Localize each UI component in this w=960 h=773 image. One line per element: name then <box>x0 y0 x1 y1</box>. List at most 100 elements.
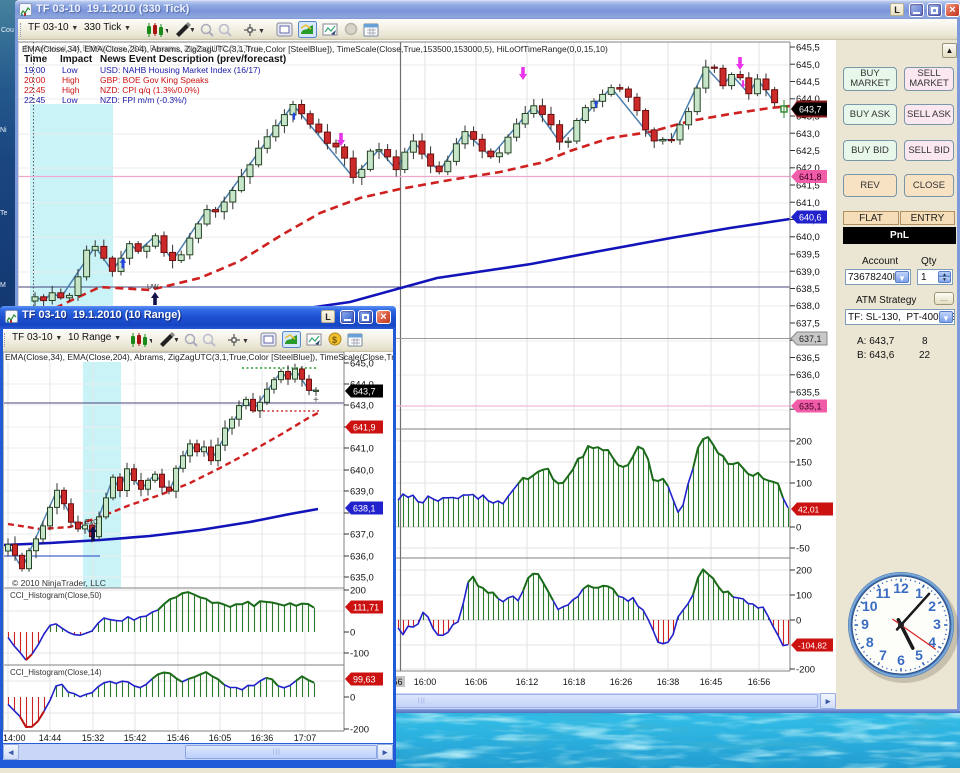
svg-text:635,1: 635,1 <box>799 402 822 412</box>
svg-text:22:45: 22:45 <box>24 95 46 105</box>
svg-text:9: 9 <box>861 616 869 632</box>
svg-text:Low: Low <box>62 65 78 75</box>
svg-text:▼: ▼ <box>258 28 265 35</box>
svg-text:17:07: 17:07 <box>294 733 317 743</box>
svg-text:▼: ▼ <box>173 337 178 344</box>
svg-text:16:45: 16:45 <box>700 677 723 687</box>
svg-text:16:38: 16:38 <box>657 677 680 687</box>
svg-text:5: 5 <box>915 647 923 663</box>
svg-text:641,0: 641,0 <box>350 444 374 455</box>
svg-text:16:36: 16:36 <box>251 733 274 743</box>
svg-text:▼: ▼ <box>164 28 168 35</box>
svg-text:$: $ <box>332 335 337 345</box>
svg-text:637,5: 637,5 <box>796 319 820 330</box>
svg-text:20:00: 20:00 <box>24 75 46 85</box>
svg-text:High: High <box>62 75 80 85</box>
svg-text:639,0: 639,0 <box>350 487 374 498</box>
svg-text:ExC: ExC <box>85 519 98 526</box>
svg-text:Time: Time <box>24 54 48 65</box>
svg-text:2: 2 <box>928 598 936 614</box>
svg-text:640,0: 640,0 <box>350 466 374 477</box>
svg-text:640,0: 640,0 <box>796 232 820 243</box>
svg-text:643,7: 643,7 <box>353 387 376 397</box>
svg-text:12: 12 <box>893 580 909 596</box>
svg-text:8: 8 <box>866 634 874 650</box>
svg-text:-200: -200 <box>796 665 815 676</box>
svg-text:16:56: 16:56 <box>748 677 771 687</box>
svg-text:200: 200 <box>796 437 812 448</box>
svg-text:200: 200 <box>350 586 366 597</box>
svg-text:0: 0 <box>796 523 801 534</box>
svg-text:-200: -200 <box>350 725 369 736</box>
svg-text:14:44: 14:44 <box>39 733 62 743</box>
svg-text:15:32: 15:32 <box>82 733 105 743</box>
svg-text:▼: ▼ <box>189 27 194 34</box>
svg-text:NZD: CPI q/q (1.3%/0.0%): NZD: CPI q/q (1.3%/0.0%) <box>100 85 200 95</box>
svg-text:643,0: 643,0 <box>350 401 374 412</box>
svg-text:0: 0 <box>796 616 801 627</box>
svg-text:▼: ▼ <box>148 338 152 345</box>
svg-text:BarsPeriod, 34 EMA(Close,254): BarsPeriod, 34 EMA(Close,254), Params, 2… <box>24 43 261 53</box>
svg-text:644,5: 644,5 <box>796 77 820 88</box>
svg-text:99,63: 99,63 <box>353 675 376 685</box>
svg-text:16:00: 16:00 <box>414 677 437 687</box>
svg-text:GBP: BOE Gov King Speaks: GBP: BOE Gov King Speaks <box>100 75 209 85</box>
svg-text:635,5: 635,5 <box>796 388 820 399</box>
svg-text:635,0: 635,0 <box>350 573 374 584</box>
svg-text:EMA(Close,34), EMA(Close,204),: EMA(Close,34), EMA(Close,204), Abrams, Z… <box>5 352 393 362</box>
svg-text:16:26: 16:26 <box>610 677 633 687</box>
svg-text:100: 100 <box>796 591 812 602</box>
svg-text:USD: NAHB Housing Market Index: USD: NAHB Housing Market Index (16/17) <box>100 65 261 75</box>
svg-text:638,0: 638,0 <box>796 301 820 312</box>
svg-text:0: 0 <box>350 693 355 704</box>
svg-text:19:00: 19:00 <box>24 65 46 75</box>
svg-text:638,1: 638,1 <box>353 504 376 514</box>
svg-text:150: 150 <box>796 458 812 469</box>
svg-text:636,5: 636,5 <box>796 353 820 364</box>
svg-text:News Event Description (prev/f: News Event Description (prev/forecast) <box>100 54 286 65</box>
svg-text:16:18: 16:18 <box>563 677 586 687</box>
svg-text:1: 1 <box>915 585 923 601</box>
svg-text:16:12: 16:12 <box>516 677 539 687</box>
svg-text:Impact: Impact <box>60 54 93 65</box>
svg-text:640,6: 640,6 <box>799 213 822 223</box>
svg-text:CCI_Histogram(Close,14): CCI_Histogram(Close,14) <box>10 668 102 677</box>
svg-text:© 2010 NinjaTrader, LLC: © 2010 NinjaTrader, LLC <box>12 578 106 588</box>
svg-text:16:05: 16:05 <box>209 733 232 743</box>
svg-text:636,0: 636,0 <box>350 552 374 563</box>
svg-text:High: High <box>62 85 80 95</box>
svg-text:7: 7 <box>879 647 887 663</box>
svg-text:NZD: FPI m/m (-0.3%/): NZD: FPI m/m (-0.3%/) <box>100 95 187 105</box>
svg-text:642,5: 642,5 <box>796 146 820 157</box>
svg-text:15:46: 15:46 <box>167 733 190 743</box>
svg-text:▼: ▼ <box>242 338 249 345</box>
svg-text:643,0: 643,0 <box>796 129 820 140</box>
svg-text:638,5: 638,5 <box>796 284 820 295</box>
svg-text:CCI_Histogram(Close,50): CCI_Histogram(Close,50) <box>10 591 102 600</box>
svg-text:643,7: 643,7 <box>799 105 822 115</box>
svg-text:-104,82: -104,82 <box>798 641 827 651</box>
svg-text:6: 6 <box>897 652 905 668</box>
svg-text:637,1: 637,1 <box>799 334 822 344</box>
svg-text:636,0: 636,0 <box>796 370 820 381</box>
svg-text:14:00: 14:00 <box>3 733 26 743</box>
svg-text:639,5: 639,5 <box>796 250 820 261</box>
svg-text:42,01: 42,01 <box>798 505 820 515</box>
svg-text:111,71: 111,71 <box>353 603 379 613</box>
svg-text:641,9: 641,9 <box>353 423 376 433</box>
svg-text:16:06: 16:06 <box>465 677 488 687</box>
svg-text:15:42: 15:42 <box>124 733 147 743</box>
svg-text:645,0: 645,0 <box>796 60 820 71</box>
svg-text:0: 0 <box>350 628 355 639</box>
svg-text:-50: -50 <box>796 544 810 555</box>
svg-text:641,0: 641,0 <box>796 198 820 209</box>
svg-text:645,5: 645,5 <box>796 43 820 54</box>
svg-text:637,0: 637,0 <box>350 530 374 541</box>
svg-text:641,8: 641,8 <box>799 172 822 182</box>
svg-text:UW: UW <box>147 284 159 291</box>
svg-text:100: 100 <box>796 479 812 490</box>
svg-text:22:45: 22:45 <box>24 85 46 95</box>
svg-text:11: 11 <box>876 585 891 601</box>
svg-text:200: 200 <box>796 566 812 577</box>
svg-text:Low: Low <box>62 95 78 105</box>
